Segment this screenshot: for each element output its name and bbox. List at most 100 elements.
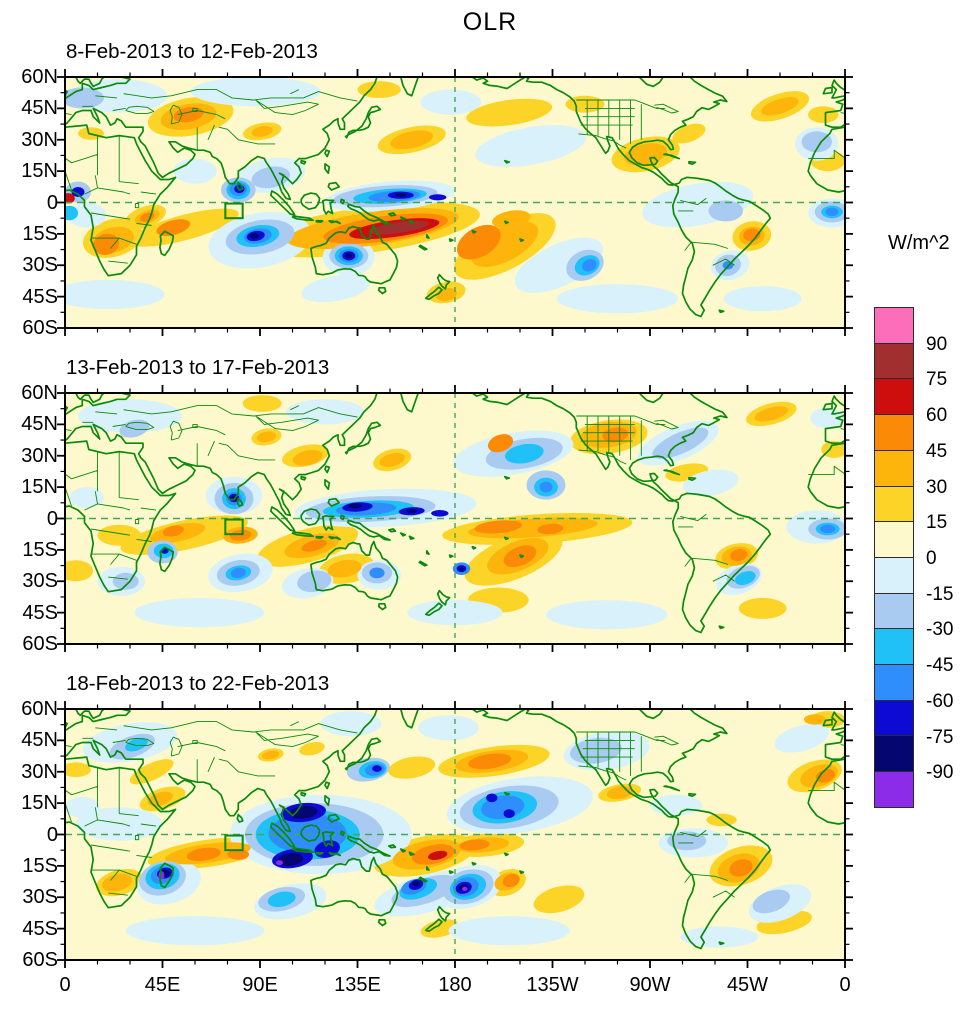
roi-box-marker (224, 834, 244, 852)
olr-anomaly-patch (406, 509, 417, 514)
olr-anomaly-patch (301, 274, 371, 303)
olr-anomaly-patch (134, 598, 265, 628)
olr-anomaly-patch (650, 794, 702, 816)
colorbar-tick-label: 45 (926, 440, 948, 462)
olr-anomaly-patch (412, 880, 420, 887)
olr-anomaly-patch (803, 714, 826, 725)
colorbar-cell (874, 521, 914, 558)
olr-anomaly-patch (466, 98, 553, 127)
lat-tick-label: 15N (21, 792, 58, 815)
lat-tick-label: 45N (21, 97, 58, 120)
colorbar-cell (874, 735, 914, 773)
olr-anomaly-patch (301, 539, 327, 552)
coastline-outlines (807, 711, 845, 825)
olr-anomaly-patch (428, 850, 448, 860)
roi-box-marker (224, 202, 244, 220)
olr-anomaly-patch (286, 399, 364, 425)
olr-anomaly-patch (65, 762, 91, 777)
olr-anomaly-patch (537, 523, 564, 535)
lon-tick-label: 0 (59, 974, 71, 996)
lon-tick-label: 180 (438, 974, 472, 996)
colorbar-cell (874, 342, 914, 380)
olr-anomaly-patch (327, 559, 362, 578)
lat-tick-label: 60N (21, 66, 58, 88)
olr-anomaly-patch (249, 233, 260, 239)
olr-anomaly-patch (815, 769, 836, 783)
lon-tick-label: 0 (839, 974, 851, 996)
colorbar-units-label: W/m^2 (888, 232, 950, 254)
olr-anomaly-patch (431, 510, 449, 517)
lat-tick-label: 45S (22, 285, 58, 308)
olr-anomaly-patch (186, 847, 221, 862)
olr-anomaly-patch (97, 524, 141, 546)
lat-tick-label: 30S (22, 570, 58, 593)
olr-anomaly-patch (251, 166, 291, 189)
olr-anomaly-patch (429, 194, 447, 201)
coastline-outlines (807, 395, 845, 509)
olr-anomaly-patch (546, 600, 668, 630)
olr-anomaly-patch (125, 737, 148, 752)
country-state-borders (65, 721, 735, 898)
colorbar-cell (874, 664, 914, 701)
country-state-borders (808, 744, 845, 805)
olr-anomaly-patch (125, 916, 265, 946)
olr-anomaly-patch (761, 97, 799, 116)
olr-anomaly-patch (503, 809, 515, 818)
olr-anomaly-patch (75, 807, 163, 841)
colorbar-tick-label: -60 (926, 690, 954, 712)
colorbar-tick-label: -15 (926, 583, 954, 605)
olr-anomaly-patch (738, 597, 787, 619)
map-panel-svg-3 (57, 701, 853, 968)
olr-anomaly-patch (420, 919, 459, 938)
panel-2-title: 13-Feb-2013 to 17-Feb-2013 (66, 356, 330, 379)
olr-anomaly-patch (67, 202, 107, 228)
colorbar-cell (874, 771, 914, 808)
coastline-outlines (65, 77, 784, 318)
lat-tick-label: 45S (22, 601, 58, 624)
colorbar-cell (874, 628, 914, 666)
lon-tick-label: 90W (629, 974, 671, 996)
colorbar-tick-label: 0 (926, 547, 937, 569)
olr-anomaly-patch (810, 407, 845, 429)
colorbar-tick-label: -45 (926, 655, 954, 677)
olr-anomaly-patch (289, 806, 318, 819)
coastline-outlines (807, 79, 845, 193)
olr-anomaly-patch (821, 441, 845, 458)
lat-tick-label: 15S (22, 222, 58, 245)
olr-anomaly-patch (230, 567, 246, 578)
olr-anomaly-patch (379, 452, 405, 467)
olr-anomaly-patch (69, 487, 104, 509)
olr-anomaly-patch (276, 860, 283, 866)
olr-anomaly-patch (368, 220, 429, 235)
olr-anomaly-patch (471, 221, 539, 268)
colorbar-cell (874, 592, 914, 630)
olr-anomaly-patch (505, 443, 544, 464)
olr-anomaly-patch (708, 200, 744, 222)
olr-anomaly-patch (65, 560, 94, 582)
olr-anomaly-patch (93, 233, 120, 255)
colorbar-cell (874, 307, 914, 344)
olr-anomaly-patch (752, 889, 790, 914)
olr-anomaly-patch (468, 753, 512, 770)
olr-anomaly-patch (475, 125, 587, 167)
olr-anomaly-patch (256, 431, 277, 443)
colorbar-cell (874, 485, 914, 523)
olr-anomaly-patch (581, 259, 597, 272)
lat-tick-label: 30S (22, 886, 58, 909)
olr-anomaly-patch (486, 793, 498, 803)
olr-anomaly-patch (672, 123, 706, 144)
colorbar-cell (874, 556, 914, 594)
olr-anomaly-patch (723, 286, 802, 312)
olr-anomaly-patch (78, 399, 182, 433)
olr-anomaly-patch (320, 711, 382, 737)
lon-tick-label: 90E (242, 974, 278, 996)
olr-anomaly-patch (372, 765, 382, 772)
olr-anomaly-patch (173, 158, 217, 184)
lat-tick-label: 30S (22, 254, 58, 277)
olr-anomaly-patch (348, 503, 363, 509)
coastline-outlines (65, 709, 784, 950)
country-state-borders (65, 405, 735, 582)
country-state-borders (65, 89, 735, 266)
lat-tick-label: 60N (21, 382, 58, 404)
olr-anomaly-patch (729, 859, 753, 877)
